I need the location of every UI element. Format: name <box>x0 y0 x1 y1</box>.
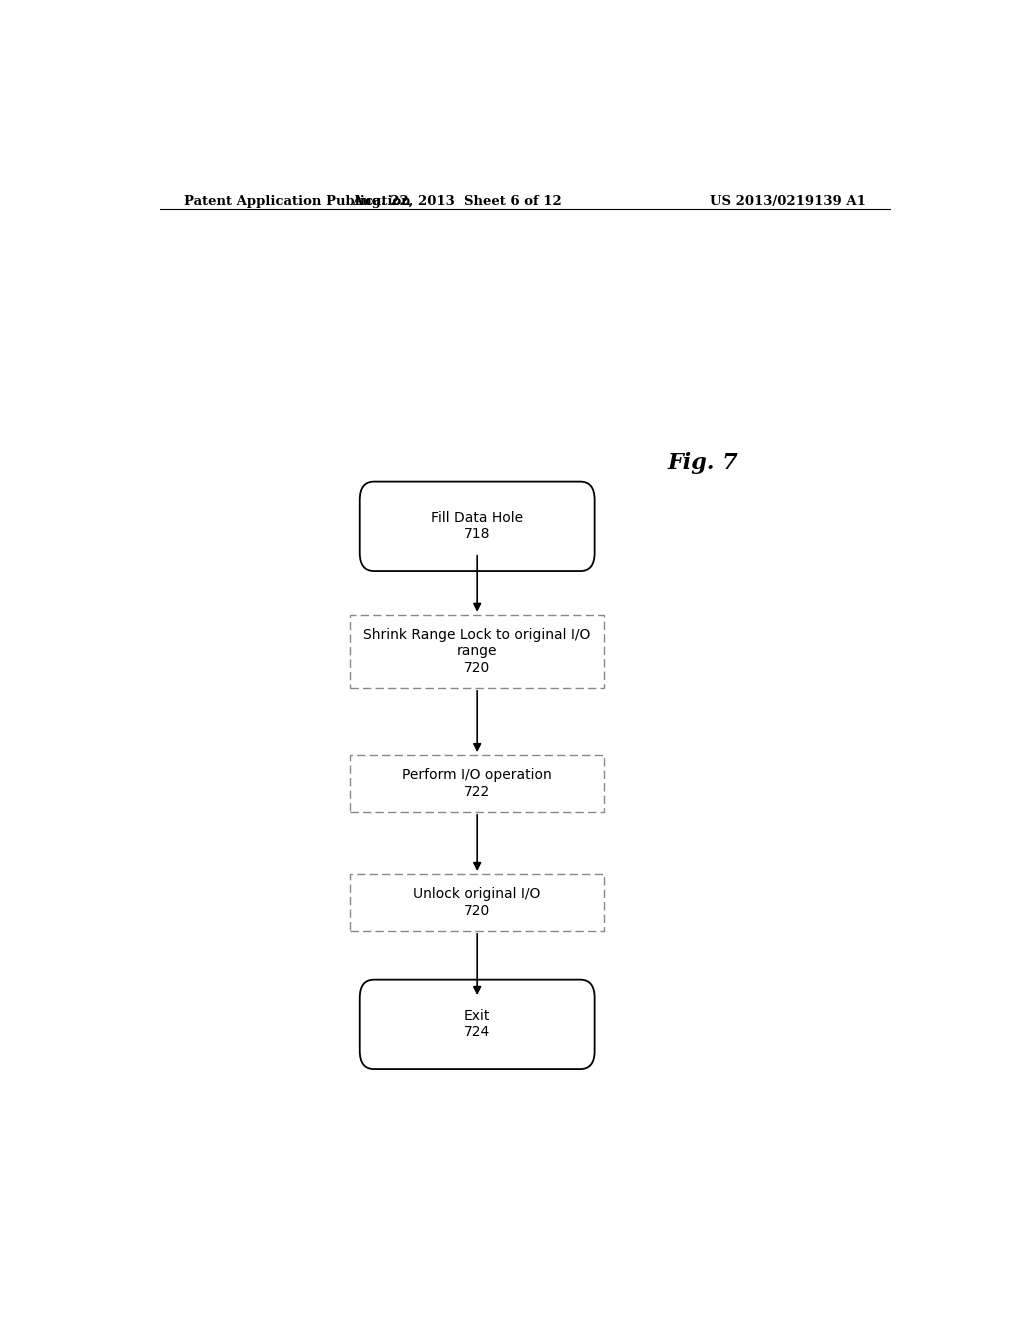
Text: Shrink Range Lock to original I/O
range
720: Shrink Range Lock to original I/O range … <box>364 628 591 675</box>
Text: Patent Application Publication: Patent Application Publication <box>183 194 411 207</box>
FancyBboxPatch shape <box>350 755 604 812</box>
Text: Fill Data Hole
718: Fill Data Hole 718 <box>431 511 523 541</box>
Text: Fig. 7: Fig. 7 <box>668 453 738 474</box>
FancyBboxPatch shape <box>359 482 595 572</box>
Text: Perform I/O operation
722: Perform I/O operation 722 <box>402 768 552 799</box>
Text: US 2013/0219139 A1: US 2013/0219139 A1 <box>711 194 866 207</box>
Text: Aug. 22, 2013  Sheet 6 of 12: Aug. 22, 2013 Sheet 6 of 12 <box>352 194 562 207</box>
FancyBboxPatch shape <box>350 615 604 688</box>
Text: Unlock original I/O
720: Unlock original I/O 720 <box>414 887 541 917</box>
FancyBboxPatch shape <box>350 874 604 931</box>
Text: Exit
724: Exit 724 <box>464 1010 490 1039</box>
FancyBboxPatch shape <box>359 979 595 1069</box>
